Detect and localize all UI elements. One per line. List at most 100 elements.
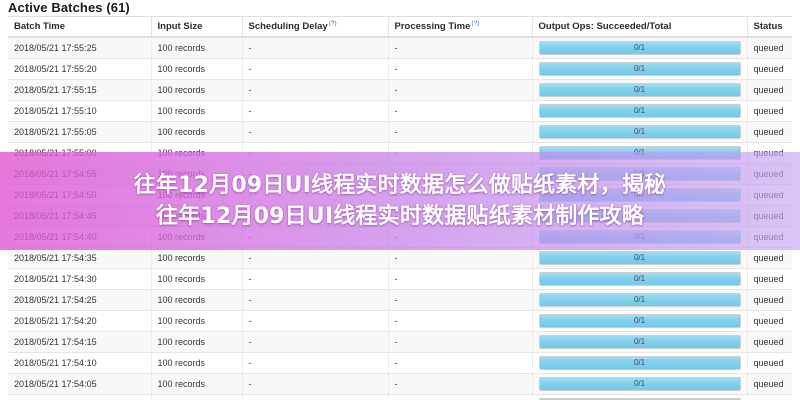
table-row[interactable]: 2018/05/21 17:54:50 100 records - -0/1 queue… (8, 184, 792, 206)
cell-input-size: 100 records (151, 289, 243, 311)
table-row[interactable]: 2018/05/21 17:55:25 100 records - -0/1 queue… (8, 37, 792, 59)
output-ops-progress-bar: 0/1 (538, 356, 741, 370)
cell-output-ops: 0/1 (532, 247, 748, 269)
cell-input-size: 100 records (151, 247, 243, 269)
cell-input-size: 100 records (151, 142, 243, 164)
cell-status: queued (747, 100, 792, 122)
progress-label: 0/1 (633, 274, 646, 283)
column-header-label: Batch Time (14, 21, 66, 32)
progress-fill (539, 252, 740, 264)
cell-output-ops: 0/1 (532, 142, 748, 164)
cell-scheduling-delay: - (242, 394, 389, 400)
progress-label: 0/1 (633, 190, 646, 199)
column-header-status[interactable]: Status (747, 16, 792, 38)
output-ops-progress-bar: 0/1 (538, 377, 741, 391)
progress-label: 0/1 (633, 232, 646, 241)
cell-input-size: 100 records (151, 100, 243, 122)
cell-scheduling-delay: - (242, 37, 389, 59)
cell-input-size: 100 records (151, 37, 243, 59)
table-row[interactable]: 2018/05/21 17:54:05 100 records - -0/1 queue… (8, 373, 792, 395)
cell-output-ops: 0/1 (532, 289, 748, 311)
table-row[interactable]: 2018/05/21 17:54:15 100 records - -0/1 queue… (8, 331, 792, 353)
cell-batch-time[interactable]: 2018/05/21 17:54:45 (8, 205, 152, 227)
cell-batch-time[interactable]: 2018/05/21 17:55:10 (8, 100, 152, 122)
cell-batch-time[interactable]: 2018/05/21 17:54:15 (8, 331, 152, 353)
cell-status: queued (747, 394, 792, 400)
cell-batch-time[interactable]: 2018/05/21 17:55:05 (8, 121, 152, 143)
table-row[interactable]: 2018/05/21 17:54:55 100 records - -0/1 queue… (8, 163, 792, 185)
cell-output-ops: 0/1 (532, 100, 748, 122)
cell-batch-time[interactable]: 2018/05/21 17:55:20 (8, 58, 152, 80)
cell-input-size: 100 records (151, 331, 243, 353)
help-icon[interactable]: (?) (471, 20, 480, 28)
output-ops-progress-bar: 0/1 (538, 62, 741, 76)
cell-batch-time[interactable]: 2018/05/21 17:54:25 (8, 289, 152, 311)
cell-status: queued (747, 247, 792, 269)
cell-batch-time[interactable]: 2018/05/21 17:55:25 (8, 37, 152, 59)
table-row[interactable]: 2018/05/21 17:54:25 100 records - -0/1 queue… (8, 289, 792, 311)
table-row[interactable]: 2018/05/21 17:55:00 100 records - -0/1 queue… (8, 142, 792, 164)
output-ops-progress-bar: 0/1 (538, 41, 741, 55)
column-header-processing-time[interactable]: Processing Time(?) (388, 16, 533, 38)
cell-processing-time: - (388, 226, 533, 248)
cell-status: queued (747, 205, 792, 227)
output-ops-progress-bar: 0/1 (538, 125, 741, 139)
table-row[interactable]: 2018/05/21 17:54:35 100 records - -0/1 queue… (8, 247, 792, 269)
cell-batch-time[interactable]: 2018/05/21 17:54:20 (8, 310, 152, 332)
progress-label: 0/1 (633, 295, 646, 304)
progress-fill (539, 42, 740, 54)
cell-batch-time[interactable]: 2018/05/21 17:54:00 (8, 394, 152, 400)
cell-batch-time[interactable]: 2018/05/21 17:55:15 (8, 79, 152, 101)
table-row[interactable]: 2018/05/21 17:55:10 100 records - -0/1 queue… (8, 100, 792, 122)
cell-input-size: 100 records (151, 163, 243, 185)
cell-status: queued (747, 331, 792, 353)
cell-scheduling-delay: - (242, 121, 389, 143)
table-row[interactable]: 2018/05/21 17:55:05 100 records - -0/1 queue… (8, 121, 792, 143)
cell-processing-time: - (388, 79, 533, 101)
progress-label: 0/1 (633, 337, 646, 346)
table-body: 2018/05/21 17:55:25 100 records - -0/1 queue… (8, 37, 792, 400)
output-ops-progress-bar: 0/1 (538, 104, 741, 118)
output-ops-progress-bar: 0/1 (538, 272, 741, 286)
cell-input-size: 100 records (151, 184, 243, 206)
help-icon[interactable]: (?) (328, 20, 337, 28)
cell-output-ops: 0/1 (532, 373, 748, 395)
cell-batch-time[interactable]: 2018/05/21 17:54:05 (8, 373, 152, 395)
progress-fill (539, 336, 740, 348)
cell-status: queued (747, 163, 792, 185)
progress-label: 0/1 (633, 127, 646, 136)
progress-fill (539, 63, 740, 75)
cell-batch-time[interactable]: 2018/05/21 17:54:35 (8, 247, 152, 269)
table-row[interactable]: 2018/05/21 17:54:30 100 records - -0/1 queue… (8, 268, 792, 290)
table-row[interactable]: 2018/05/21 17:54:20 100 records - -0/1 queue… (8, 310, 792, 332)
cell-batch-time[interactable]: 2018/05/21 17:54:40 (8, 226, 152, 248)
table-row[interactable]: 2018/05/21 17:54:40 100 records - -0/1 queue… (8, 226, 792, 248)
cell-status: queued (747, 352, 792, 374)
cell-batch-time[interactable]: 2018/05/21 17:54:55 (8, 163, 152, 185)
cell-scheduling-delay: - (242, 289, 389, 311)
cell-scheduling-delay: - (242, 184, 389, 206)
cell-batch-time[interactable]: 2018/05/21 17:55:00 (8, 142, 152, 164)
cell-status: queued (747, 121, 792, 143)
column-header-scheduling-delay[interactable]: Scheduling Delay(?) (242, 16, 389, 38)
progress-fill (539, 126, 740, 138)
cell-batch-time[interactable]: 2018/05/21 17:54:10 (8, 352, 152, 374)
cell-batch-time[interactable]: 2018/05/21 17:54:30 (8, 268, 152, 290)
cell-batch-time[interactable]: 2018/05/21 17:54:50 (8, 184, 152, 206)
table-row[interactable]: 2018/05/21 17:55:20 100 records - -0/1 queue… (8, 58, 792, 80)
output-ops-progress-bar: 0/1 (538, 146, 741, 160)
cell-processing-time: - (388, 373, 533, 395)
cell-status: queued (747, 226, 792, 248)
progress-label: 0/1 (633, 169, 646, 178)
table-row[interactable]: 2018/05/21 17:54:45 100 records - -0/1 queue… (8, 205, 792, 227)
cell-processing-time: - (388, 331, 533, 353)
column-header-output-ops[interactable]: Output Ops: Succeeded/Total (532, 16, 748, 38)
cell-scheduling-delay: - (242, 268, 389, 290)
column-header-input-size[interactable]: Input Size (151, 16, 243, 38)
cell-scheduling-delay: - (242, 226, 389, 248)
table-row[interactable]: 2018/05/21 17:54:10 100 records - -0/1 queue… (8, 352, 792, 374)
table-row[interactable]: 2018/05/21 17:55:15 100 records - -0/1 queue… (8, 79, 792, 101)
column-header-batch-time[interactable]: Batch Time (8, 16, 152, 38)
cell-processing-time: - (388, 268, 533, 290)
